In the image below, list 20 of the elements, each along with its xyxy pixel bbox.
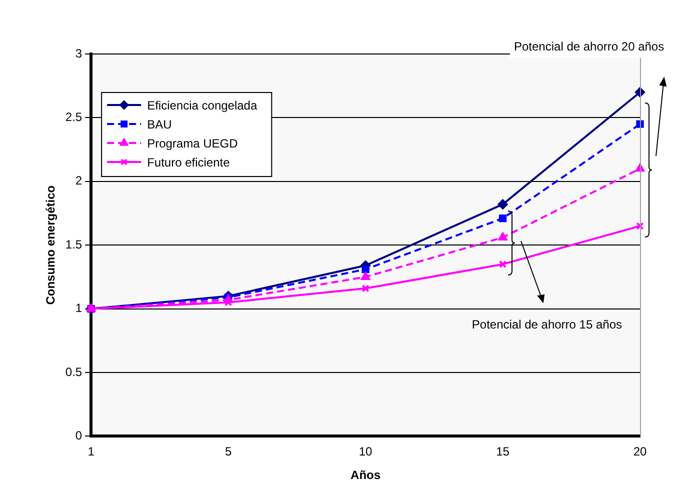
text: Potencial de ahorro 20 años [514,39,664,54]
legend-label: Futuro eficiente [147,155,230,170]
legend-label: Eficiencia congelada [147,98,258,112]
y-tick-label: 1 [75,301,82,316]
x-tick-label: 15 [496,444,510,459]
x-tick-label: 10 [358,444,373,459]
legend-label: BAU [147,117,172,132]
y-tick-label: 1.5 [65,237,82,252]
legend-label: Programa UEGD [147,136,238,150]
annotation: Potencial de ahorro 15 años [472,318,622,332]
y-tick-label: 0.5 [65,364,82,379]
y-tick-label: 0 [75,428,82,443]
x-tick-label: 20 [633,444,647,459]
y-axis-title: Consumo energético [44,185,58,305]
y-tick-label: 3 [75,46,82,60]
x-tick-label: 1 [88,444,95,459]
y-tick-label: 2.5 [65,110,82,124]
x-axis-title: Años [350,468,381,482]
y-tick-label: 2 [75,174,82,188]
x-tick-label: 5 [224,444,232,459]
